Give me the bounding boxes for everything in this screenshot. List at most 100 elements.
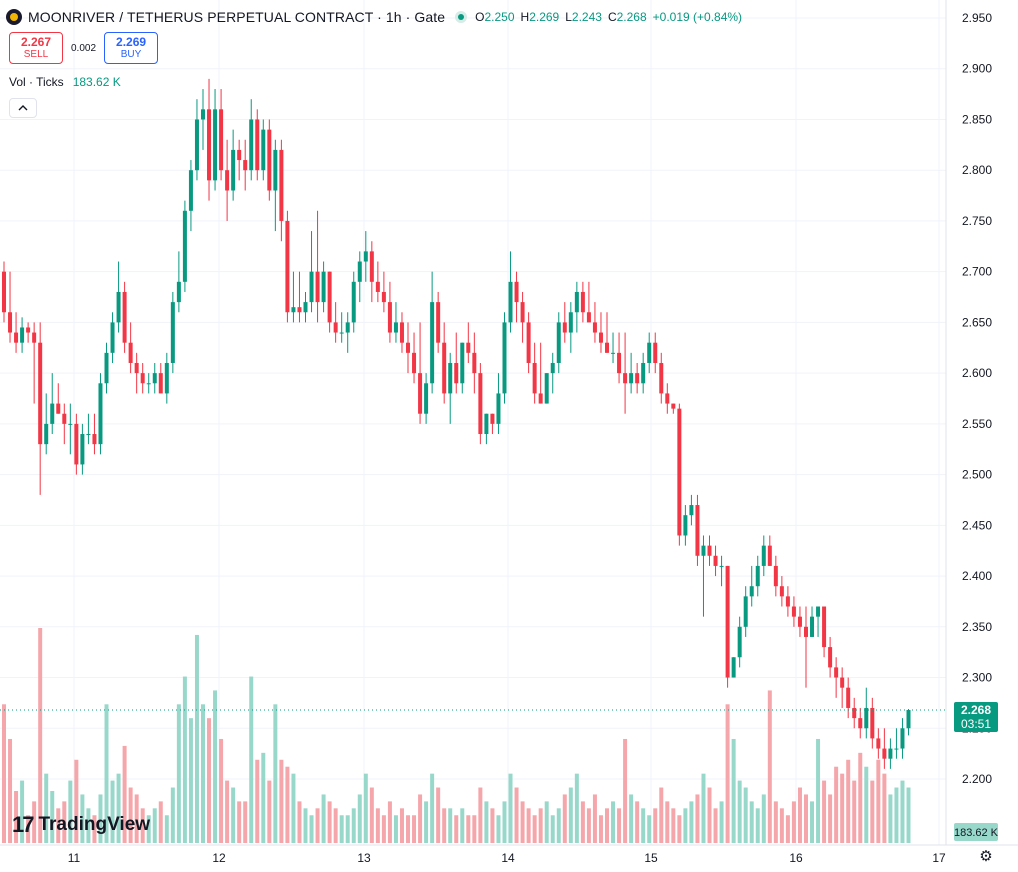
volume-bar	[303, 808, 308, 843]
price-tick-label: 2.350	[962, 620, 992, 634]
volume-bar	[906, 787, 911, 843]
volume-bar	[80, 794, 85, 843]
candle-body	[351, 281, 356, 323]
volume-bar	[412, 815, 417, 843]
volume-bar	[834, 766, 839, 843]
volume-bar	[580, 801, 585, 843]
volume-bar	[249, 676, 254, 843]
volume-bar	[810, 801, 815, 843]
candle-body	[225, 170, 230, 191]
candle-body	[707, 545, 712, 556]
candle-body	[327, 271, 332, 323]
candle-body	[243, 160, 248, 171]
volume-bar	[237, 801, 242, 843]
candle-body	[653, 342, 658, 363]
volume-bar	[225, 780, 230, 843]
volume-bar	[743, 787, 748, 843]
candle-body	[164, 362, 169, 394]
ohlc-value: 2.268	[616, 10, 647, 24]
buy-label: BUY	[120, 49, 142, 60]
buy-button[interactable]: 2.269 BUY	[104, 32, 159, 64]
candle-body	[158, 373, 163, 394]
volume-bar	[116, 773, 121, 843]
candle-body	[701, 545, 706, 556]
volume-bar	[176, 704, 181, 843]
price-tick-label: 2.650	[962, 315, 992, 329]
candle-body	[490, 413, 495, 424]
price-tick-label: 2.850	[962, 112, 992, 126]
volume-bar	[92, 815, 97, 843]
tradingview-logo[interactable]: 17 TradingView	[12, 812, 150, 838]
candle-body	[249, 119, 254, 171]
volume-bar	[38, 628, 43, 843]
volume-legend[interactable]: Vol · Ticks 183.62 K	[9, 75, 121, 89]
candle-body	[56, 403, 61, 414]
price-tick-label: 2.450	[962, 518, 992, 532]
candle-body	[128, 342, 133, 363]
time-axis[interactable]: 11 12 13 14 15 16 17	[0, 844, 1018, 865]
candle-body	[647, 342, 652, 363]
volume-bar	[882, 773, 887, 843]
price-tick-label: 2.550	[962, 417, 992, 431]
candle-body	[520, 302, 525, 323]
candle-body	[659, 362, 664, 394]
volume-bar	[98, 794, 103, 843]
volume-bar	[611, 801, 616, 843]
volume-bar	[363, 773, 368, 843]
volume-bar	[629, 794, 634, 843]
candle-body	[104, 352, 109, 384]
candle-body	[695, 505, 700, 556]
candle-body	[74, 423, 79, 465]
volume-bar	[315, 808, 320, 843]
volume-bar	[773, 801, 778, 843]
symbol-title[interactable]: MOONRIVER / TETHERUS PERPETUAL CONTRACT …	[28, 9, 446, 25]
volume-bar	[387, 801, 392, 843]
candle-body	[888, 748, 893, 759]
volume-bar	[508, 773, 513, 843]
candle-body	[852, 707, 857, 719]
collapse-legend-button[interactable]	[9, 98, 37, 118]
countdown-label: 03:51	[961, 717, 991, 731]
candle-body	[454, 362, 459, 384]
candle-body	[496, 393, 501, 424]
candle-body	[339, 332, 344, 334]
price-axis[interactable]: 2.950 2.900 2.850 2.800 2.750 2.700 2.650 2.600…	[945, 0, 999, 845]
candle-body	[152, 373, 157, 384]
volume-bar	[243, 801, 248, 843]
volume-bar	[213, 690, 218, 843]
candle-body	[32, 332, 37, 343]
volume-bar	[327, 801, 332, 843]
candle-body	[333, 322, 338, 333]
time-tick-label: 17	[932, 851, 946, 865]
volume-bar	[852, 780, 857, 843]
candle-body	[761, 545, 766, 566]
candle-body	[309, 271, 314, 303]
volume-bar	[659, 787, 664, 843]
sell-button[interactable]: 2.267 SELL	[9, 32, 63, 64]
candle-body	[436, 302, 441, 343]
candle-body	[894, 748, 899, 750]
volume-bar	[550, 815, 555, 843]
volume-bar	[689, 801, 694, 843]
candle-body	[550, 362, 555, 374]
volume-bar	[375, 808, 380, 843]
candle-body	[822, 606, 827, 648]
volume-bar	[393, 815, 398, 843]
volume-bar	[56, 808, 61, 843]
volume-bar	[406, 815, 411, 843]
volume-bar	[876, 759, 881, 843]
candle-body	[176, 281, 181, 303]
ohlc-value: 2.243	[571, 10, 602, 24]
volume-bar	[707, 787, 712, 843]
gear-icon[interactable]: ⚙	[979, 848, 993, 865]
candle-body	[677, 408, 682, 536]
volume-bar	[255, 759, 260, 843]
volume-bar	[822, 780, 827, 843]
ohlc-key: O	[475, 10, 485, 24]
moonriver-coin-icon	[6, 9, 22, 25]
candle-body	[182, 210, 187, 282]
candle-body	[526, 322, 531, 363]
candle-body	[200, 109, 205, 120]
volume-bar	[623, 738, 628, 843]
